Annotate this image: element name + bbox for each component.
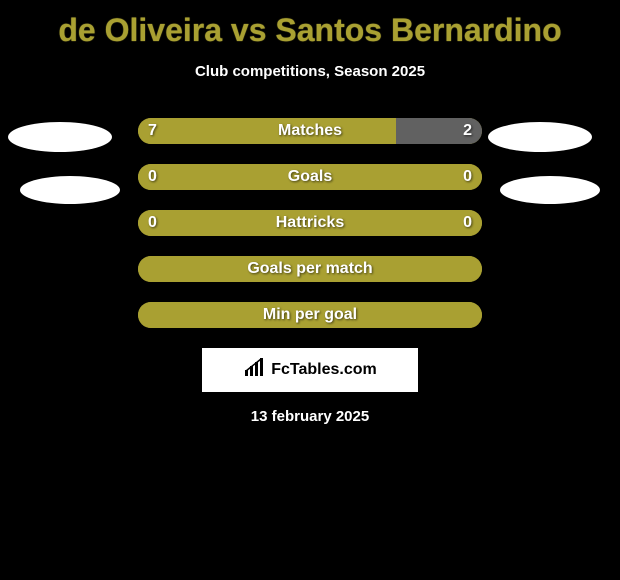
date: 13 february 2025 — [0, 408, 620, 425]
comparison-row: Goals0 0 — [0, 164, 620, 190]
comparison-row: Hattricks0 0 — [0, 210, 620, 236]
bar-label: Goals per match — [138, 256, 482, 282]
chart-icon — [243, 358, 267, 383]
comparison-row: Goals per match — [0, 256, 620, 282]
comparison-row: Min per goal — [0, 302, 620, 328]
comparison-row: Matches7 2 — [0, 118, 620, 144]
bar-label: Goals — [138, 164, 482, 190]
source-logo: FcTables.com — [243, 358, 377, 383]
bar-track: Matches — [138, 118, 482, 144]
bar-label: Min per goal — [138, 302, 482, 328]
value-left: 0 — [148, 164, 157, 190]
bar-track: Goals per match — [138, 256, 482, 282]
bar-track: Goals — [138, 164, 482, 190]
bar-track: Min per goal — [138, 302, 482, 328]
source-box: FcTables.com — [202, 348, 418, 392]
value-right: 0 — [463, 164, 472, 190]
bar-track: Hattricks — [138, 210, 482, 236]
subtitle: Club competitions, Season 2025 — [0, 63, 620, 80]
bar-label: Matches — [138, 118, 482, 144]
value-right: 0 — [463, 210, 472, 236]
source-text: FcTables.com — [271, 361, 377, 379]
page-title: de Oliveira vs Santos Bernardino — [0, 0, 620, 49]
value-left: 0 — [148, 210, 157, 236]
value-left: 7 — [148, 118, 157, 144]
value-right: 2 — [463, 118, 472, 144]
bar-label: Hattricks — [138, 210, 482, 236]
